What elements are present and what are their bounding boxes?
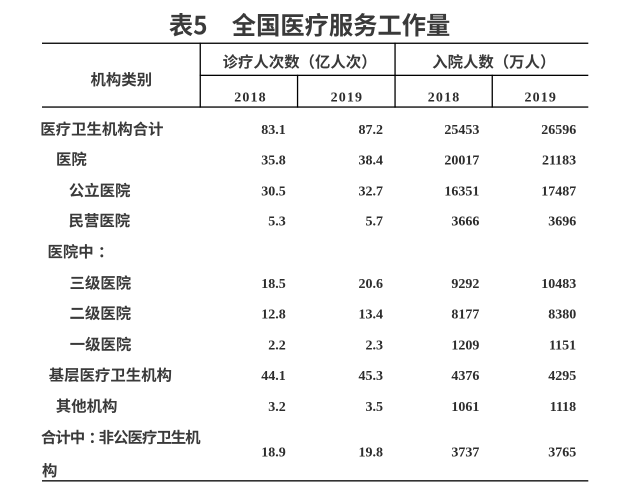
svg-text:5.7: 5.7	[366, 215, 384, 230]
svg-text:87.2: 87.2	[359, 123, 384, 138]
svg-text:1118: 1118	[550, 400, 576, 415]
svg-text:2.2: 2.2	[268, 339, 286, 354]
svg-text:21183: 21183	[542, 153, 576, 168]
svg-text:10483: 10483	[541, 277, 576, 292]
svg-text:4376: 4376	[451, 369, 479, 384]
svg-text:2018: 2018	[234, 90, 267, 105]
svg-text:83.1: 83.1	[261, 123, 286, 138]
svg-text:3696: 3696	[548, 215, 576, 230]
svg-text:38.4: 38.4	[359, 153, 384, 168]
svg-text:44.1: 44.1	[261, 369, 286, 384]
svg-text:1209: 1209	[451, 339, 479, 354]
svg-text:12.8: 12.8	[261, 307, 286, 322]
svg-text:3765: 3765	[548, 445, 576, 460]
svg-text:2018: 2018	[428, 90, 461, 105]
svg-text:20.6: 20.6	[359, 277, 384, 292]
svg-text:2019: 2019	[331, 90, 364, 105]
svg-text:9292: 9292	[451, 277, 479, 292]
svg-text:18.5: 18.5	[261, 277, 286, 292]
svg-text:16351: 16351	[444, 185, 479, 200]
svg-text:1151: 1151	[549, 339, 576, 354]
svg-text:3666: 3666	[451, 215, 479, 230]
svg-text:17487: 17487	[541, 185, 576, 200]
svg-text:18.9: 18.9	[261, 445, 286, 460]
svg-text:2.3: 2.3	[366, 339, 384, 354]
svg-text:3737: 3737	[451, 445, 479, 460]
svg-text:25453: 25453	[444, 123, 479, 138]
svg-text:45.3: 45.3	[359, 369, 384, 384]
svg-text:19.8: 19.8	[359, 445, 384, 460]
svg-text:20017: 20017	[444, 153, 479, 168]
svg-text:35.8: 35.8	[261, 153, 286, 168]
svg-text:2019: 2019	[524, 90, 557, 105]
svg-text:3.5: 3.5	[366, 400, 384, 415]
svg-text:8380: 8380	[548, 307, 576, 322]
svg-text:30.5: 30.5	[261, 185, 286, 200]
svg-text:5.3: 5.3	[268, 215, 286, 230]
svg-text:13.4: 13.4	[359, 307, 384, 322]
svg-text:26596: 26596	[541, 123, 576, 138]
svg-text:32.7: 32.7	[359, 185, 384, 200]
svg-text:8177: 8177	[451, 307, 479, 322]
svg-text:4295: 4295	[548, 369, 576, 384]
svg-text:1061: 1061	[451, 400, 479, 415]
svg-text:3.2: 3.2	[268, 400, 286, 415]
